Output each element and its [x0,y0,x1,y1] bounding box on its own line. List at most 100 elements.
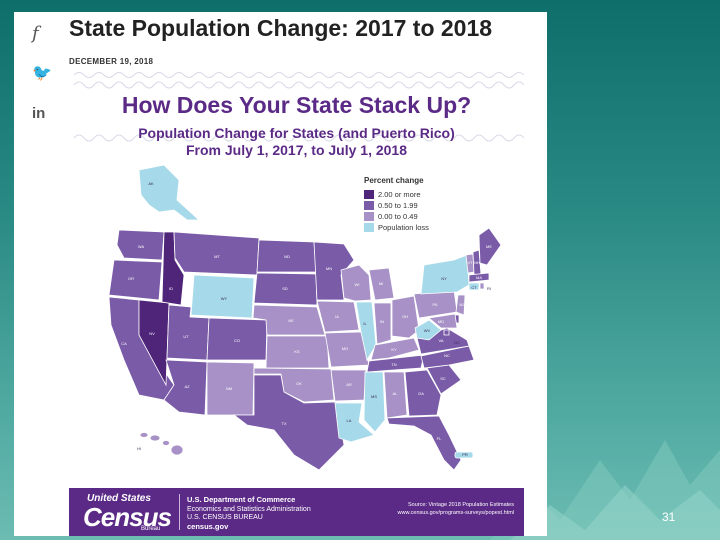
label-FL: FL [437,436,442,441]
state-NV [138,299,170,387]
label-PR: PR [462,452,468,457]
label-MO: MO [342,346,348,351]
state-PR [454,451,474,459]
state-WV [414,319,442,341]
state-TX [232,374,345,471]
legend-label: Population loss [378,223,429,232]
footer-divider [179,494,180,530]
state-AK [138,164,201,221]
state-NE [252,304,326,336]
legend-item: Population loss [364,222,429,233]
state-LA [334,402,375,443]
label-NE: NE [288,318,294,323]
header-pattern [73,72,524,142]
state-IA [316,300,360,333]
state-IL [355,301,377,362]
label-VA: VA [438,338,443,343]
state-DC [443,329,450,336]
state-MI [368,267,395,301]
state-AR [330,369,367,402]
label-MS: MS [371,394,377,399]
label-AL: AL [393,391,399,396]
state-OH [391,295,420,339]
twitter-icon[interactable]: 🐦 [32,65,52,82]
label-WA: WA [138,244,145,249]
state-KY [370,337,420,361]
state-NY [420,254,470,295]
legend-swatch [364,212,374,221]
headline: How Does Your State Stack Up? [121,92,472,118]
department-info: U.S. Department of Commerce Economics an… [187,495,311,532]
label-IL: IL [363,321,367,326]
subhead-line-1: Population Change for States (and Puerto… [138,125,455,141]
label-CT: CT [471,285,477,290]
label-WV: WV [424,328,431,333]
share-bar: f 🐦 in [32,20,60,140]
page-title: State Population Change: 2017 to 2018 [69,15,493,41]
label-CO: CO [234,338,240,343]
census-gov-link[interactable]: census.gov [187,521,229,531]
label-IN: IN [380,319,384,324]
logo-top-text: United States [87,493,151,504]
state-RI [479,282,485,290]
state-MS [363,371,386,433]
label-OR: OR [128,276,134,281]
label-TN: TN [391,362,396,367]
label-NH: NH [474,260,480,265]
state-OR [108,259,163,301]
logo-main-text: Census [83,502,172,532]
article-card: f 🐦 in State Population Change: 2017 to … [14,12,547,536]
label-DC: DC [454,340,460,345]
label-NM: NM [226,386,232,391]
dept-line-3: U.S. CENSUS BUREAU [187,514,263,521]
dept-line-1: U.S. Department of Commerce [187,495,296,504]
label-ME: ME [486,244,492,249]
source-note: Source: Vintage 2018 Population Estimate… [344,502,514,517]
legend-label: 0.00 to 0.49 [378,212,418,221]
source-line-2[interactable]: www.census.gov/programs-surveys/popest.h… [397,509,514,516]
state-WA [116,229,165,261]
legend-title: Percent change [364,176,424,185]
legend-swatch [364,190,374,199]
label-ND: ND [284,254,290,259]
subhead-line-2: From July 1, 2017, to July 1, 2018 [186,142,407,158]
facebook-icon[interactable]: f [32,23,39,44]
state-MT [173,231,260,276]
label-KY: KY [391,347,397,352]
label-MN: MN [326,266,332,271]
label-AR: AR [346,382,352,387]
state-MD [428,313,458,329]
label-VT: VT [467,260,473,265]
label-RI: RI [487,286,491,291]
label-WY: WY [221,296,228,301]
census-logo: United States Census Bureau [79,493,174,533]
dept-line-2: Economics and Statistics Administration [187,505,311,513]
legend-label: 0.50 to 1.99 [378,201,418,210]
label-MT: MT [214,254,220,259]
legend-swatch [364,201,374,210]
linkedin-icon[interactable]: in [32,105,46,122]
legend-item: 0.50 to 1.99 [364,200,429,211]
label-NC: NC [444,353,450,358]
slide-number: 31 [662,510,676,524]
infographic: How Does Your State Stack Up? Population… [69,70,524,536]
label-WI: WI [355,282,360,287]
state-MN [313,241,355,301]
label-UT: UT [183,334,189,339]
label-IA: IA [335,314,339,319]
label-PA: PA [432,302,437,307]
legend-item: 2.00 or more [364,189,429,200]
us-state-map: AK WA OR CA NV ID MT WY UT CO AZ NM ND S… [108,164,502,471]
subhead: Population Change for States (and Puerto… [69,125,524,159]
state-WI [340,264,372,302]
census-footer: United States Census Bureau U.S. Departm… [69,488,524,536]
logo-bottom-text: Bureau [141,526,161,532]
state-WY [190,274,255,319]
label-KS: KS [294,349,300,354]
map-legend: Percent change 2.00 or more 0.50 to 1.99… [364,176,429,233]
state-FL [386,415,462,471]
state-ME [478,227,502,266]
label-AK: AK [148,181,154,186]
label-NV: NV [149,331,155,336]
label-MD: MD [438,319,444,324]
